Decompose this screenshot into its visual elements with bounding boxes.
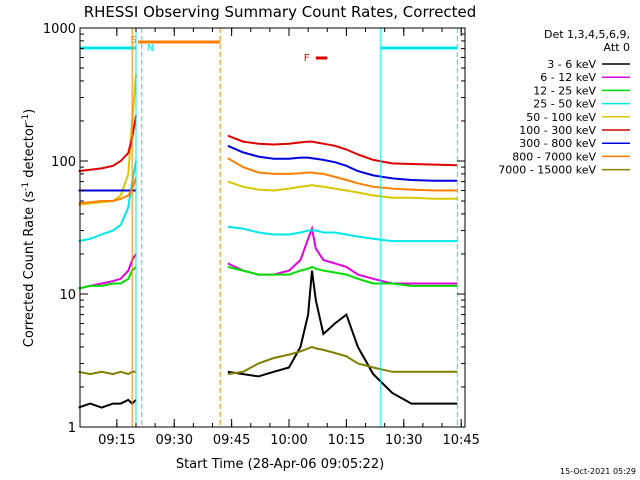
y-tick-label-3: 1000 — [43, 22, 76, 37]
series-line-3-segment-1 — [78, 266, 137, 290]
legend-label-4: 25 - 50 keV — [533, 98, 596, 111]
saa-marker-label: S — [130, 35, 136, 46]
series-line-5-segment-1 — [78, 74, 137, 206]
x-axis-label: Start Time (28-Apr-06 09:05:22) — [176, 457, 384, 472]
flare-marker-label: F — [304, 53, 310, 64]
y-axis-label: Corrected Count Rate (s-1 detector-1) — [21, 109, 37, 347]
legend-label-2: 6 - 12 keV — [540, 71, 596, 84]
series-line-8-segment-2 — [227, 157, 458, 192]
chart-title: RHESSI Observing Summary Count Rates, Co… — [84, 3, 477, 21]
x-tick-label-4: 10:15 — [328, 433, 365, 448]
series-line-8-segment-1 — [78, 177, 137, 205]
legend-label-9: 7000 - 15000 keV — [498, 164, 596, 177]
series-line-5-segment-2 — [227, 180, 458, 200]
series-line-7-segment-2 — [227, 144, 458, 182]
legend-header-line2: Att 0 — [604, 41, 630, 54]
series-line-6-segment-1 — [78, 115, 137, 173]
legend-label-7: 300 - 800 keV — [519, 137, 596, 150]
legend-header-line1: Det 1,3,4,5,6,9, — [544, 28, 630, 41]
series-line-9-segment-2 — [227, 345, 458, 376]
legend-label-1: 3 - 6 keV — [547, 58, 596, 71]
x-tick-label-5: 10:30 — [385, 433, 422, 448]
series-line-4-segment-1 — [78, 160, 137, 243]
timestamp: 15-Oct-2021 05:29 — [560, 467, 636, 476]
series-line-9-segment-1 — [78, 370, 136, 376]
series-line-3-segment-2 — [227, 265, 458, 287]
legend-label-8: 800 - 7000 keV — [512, 150, 596, 163]
series-line-2-segment-1 — [78, 253, 137, 290]
series-line-1-segment-2 — [227, 270, 458, 405]
series-line-6-segment-2 — [227, 134, 458, 167]
x-tick-label-6: 10:45 — [442, 433, 479, 448]
legend-label-6: 100 - 300 keV — [519, 124, 596, 137]
x-tick-label-2: 09:45 — [213, 433, 250, 448]
legend-label-3: 12 - 25 keV — [533, 84, 596, 97]
night-marker-label: N — [147, 43, 154, 54]
y-tick-label-2: 100 — [51, 155, 76, 170]
plot-frame — [79, 27, 466, 428]
series-line-4-segment-2 — [227, 225, 458, 243]
x-tick-label-1: 09:30 — [156, 433, 193, 448]
series-line-1-segment-1 — [78, 398, 137, 409]
y-tick-label-0: 1 — [68, 421, 76, 436]
x-tick-label-3: 10:00 — [270, 433, 307, 448]
legend-label-5: 50 - 100 keV — [526, 111, 596, 124]
y-tick-label-1: 10 — [59, 288, 76, 303]
x-tick-label-0: 09:15 — [98, 433, 135, 448]
